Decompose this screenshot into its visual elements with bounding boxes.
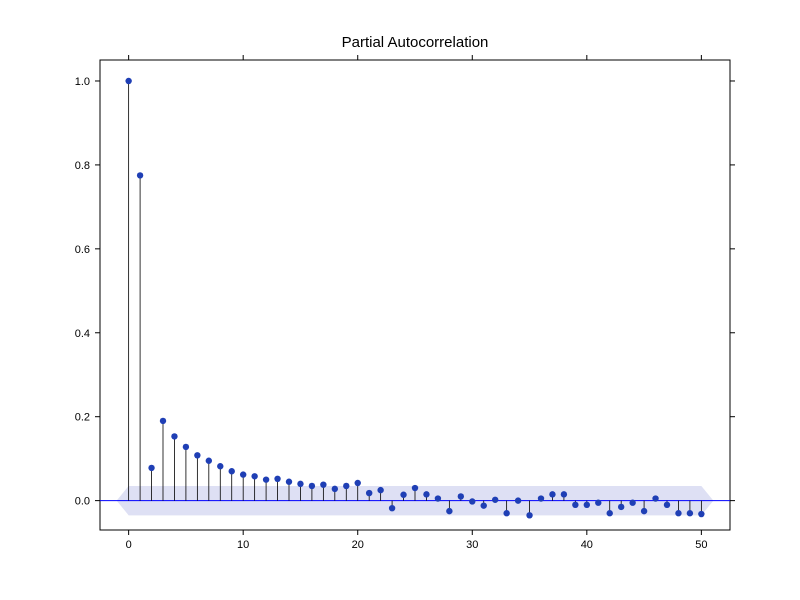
stem-marker <box>332 486 338 492</box>
stem-marker <box>595 500 601 506</box>
stem-marker <box>584 502 590 508</box>
x-tick-label: 50 <box>695 539 707 551</box>
stem-marker <box>629 500 635 506</box>
stem-marker <box>618 504 624 510</box>
stem-marker <box>400 492 406 498</box>
stem-marker <box>229 468 235 474</box>
y-tick-label: 0.4 <box>75 328 90 340</box>
stem-marker <box>435 495 441 501</box>
stem-marker <box>125 78 131 84</box>
stem-marker <box>343 483 349 489</box>
stem-marker <box>206 458 212 464</box>
stem-marker <box>687 510 693 516</box>
stem-marker <box>561 491 567 497</box>
stem-marker <box>664 502 670 508</box>
y-tick-label: 0.2 <box>75 412 90 424</box>
stem-marker <box>377 487 383 493</box>
pacf-chart: Partial Autocorrelation 0 10 20 30 40 50 0.0 0.2… <box>0 0 800 600</box>
stem-marker <box>481 502 487 508</box>
stem-marker <box>240 471 246 477</box>
x-tick-label: 30 <box>466 539 478 551</box>
x-tick-label: 0 <box>126 539 132 551</box>
stem-marker <box>423 491 429 497</box>
stem-marker <box>320 481 326 487</box>
stem-marker <box>389 505 395 511</box>
stem-marker <box>286 479 292 485</box>
stem-marker <box>309 483 315 489</box>
y-tick-label: 0.8 <box>75 160 90 172</box>
stem-marker <box>675 510 681 516</box>
stem-marker <box>446 508 452 514</box>
y-tick-label: 0.0 <box>75 496 90 508</box>
stem-marker <box>549 491 555 497</box>
stem-marker <box>194 452 200 458</box>
x-tick-label: 40 <box>581 539 593 551</box>
stem-marker <box>297 481 303 487</box>
stem-marker <box>217 463 223 469</box>
stem-marker <box>469 498 475 504</box>
stem-marker <box>515 497 521 503</box>
stem-marker <box>652 495 658 501</box>
x-tick-label: 20 <box>352 539 364 551</box>
stem-marker <box>263 476 269 482</box>
stem-marker <box>698 511 704 517</box>
stem-marker <box>458 493 464 499</box>
stem-marker <box>572 502 578 508</box>
stem-marker <box>538 495 544 501</box>
plot-border <box>100 60 730 530</box>
stem-marker <box>137 172 143 178</box>
stem-marker <box>412 485 418 491</box>
plot-content <box>100 78 730 519</box>
chart-container: Partial Autocorrelation 0 10 20 30 40 50 0.0 0.2… <box>0 0 800 600</box>
stem-marker <box>171 433 177 439</box>
stem-marker <box>251 473 257 479</box>
stem-marker <box>366 490 372 496</box>
stem-marker <box>641 508 647 514</box>
stem-marker <box>355 480 361 486</box>
x-tick-label: 10 <box>237 539 249 551</box>
stem-marker <box>160 418 166 424</box>
stem-marker <box>607 510 613 516</box>
chart-title: Partial Autocorrelation <box>342 34 489 51</box>
stem-marker <box>526 512 532 518</box>
stem-marker <box>148 465 154 471</box>
stem-marker <box>492 497 498 503</box>
y-tick-label: 0.6 <box>75 244 90 256</box>
y-tick-label: 1.0 <box>75 76 90 88</box>
stem-marker <box>503 510 509 516</box>
stem-marker <box>274 476 280 482</box>
stem-marker <box>183 444 189 450</box>
